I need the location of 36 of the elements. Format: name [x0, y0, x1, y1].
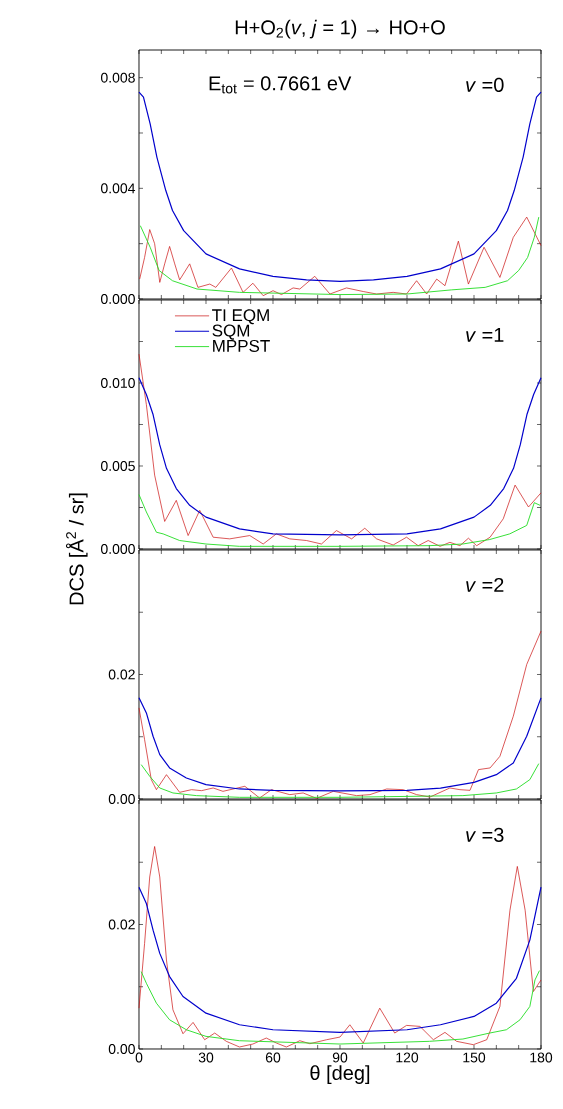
x-tick-label: 0: [135, 1052, 143, 1063]
x-tick-label: 90: [332, 1052, 348, 1063]
y-axis-title: DCS [Å$^{2}$ / sr]: [65, 493, 88, 605]
legend-label: TI EQM: [212, 309, 269, 325]
line-series: [140, 763, 540, 798]
y-tick-label: 0.02: [108, 669, 135, 680]
annotation: v =0: [466, 77, 504, 92]
y-tick-label: 0.008: [100, 72, 135, 83]
legend-label: MPPST: [213, 339, 270, 352]
x-axis-title: θ [deg]: [310, 1065, 370, 1084]
y-tick-label: 0.010: [100, 378, 135, 388]
x-tick-label: 60: [265, 1052, 281, 1063]
annotation: v =1: [466, 327, 504, 342]
annotation: E$_{tot}$ = 0.7661 eV: [209, 76, 352, 94]
x-tick-label: 150: [463, 1052, 486, 1063]
line-series: [140, 970, 540, 1045]
annotation: v =2: [466, 577, 504, 592]
y-tick-label: 0.00: [108, 794, 135, 804]
x-tick-label: 30: [198, 1052, 214, 1063]
annotation: v =3: [466, 827, 504, 842]
line-series: [138, 377, 542, 536]
line-series: [138, 886, 542, 1033]
x-tick-label: 120: [396, 1052, 419, 1063]
y-tick-label: 0.00: [108, 1044, 135, 1054]
y-tick-label: 0.004: [100, 183, 136, 194]
chart-title: H+O$_{2}$(v, j = 1) → HO+O: [235, 19, 445, 39]
y-tick-label: 0.005: [100, 461, 135, 471]
x-tick-label: 180: [530, 1052, 553, 1063]
line-series: [138, 697, 542, 792]
line-series: [138, 353, 542, 547]
y-tick-label: 0.02: [108, 919, 135, 930]
y-tick-label: 0.000: [100, 544, 135, 554]
y-tick-label: 0.000: [100, 294, 135, 304]
line-series: [138, 630, 542, 799]
line-series: [138, 494, 541, 547]
legend-label: SQM: [212, 324, 250, 340]
